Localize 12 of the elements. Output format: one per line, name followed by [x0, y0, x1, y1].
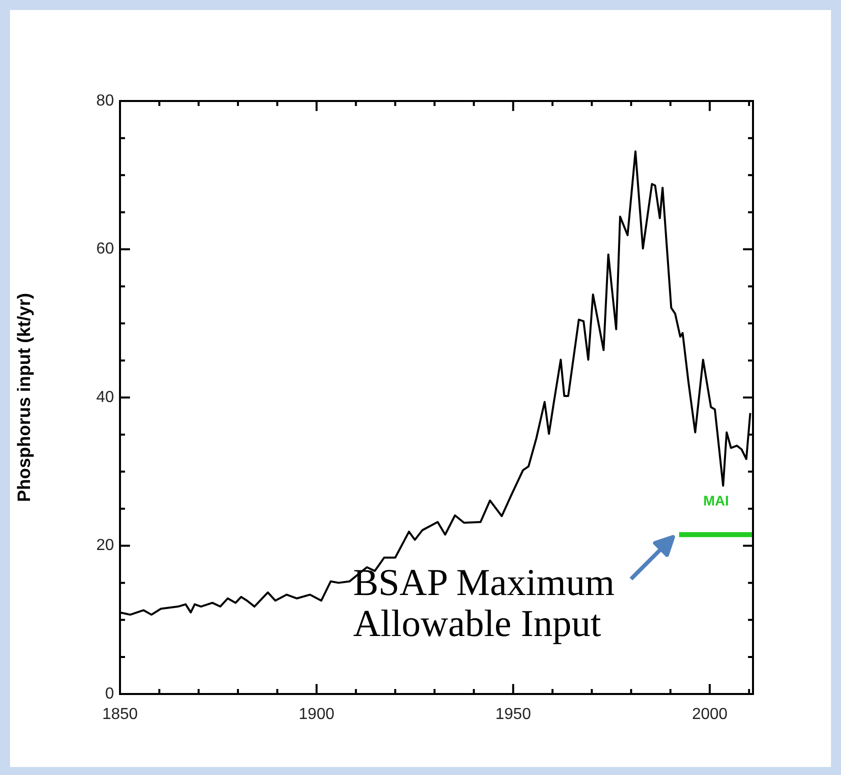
x-tick-label: 1850	[102, 706, 138, 724]
y-tick-label: 80	[96, 92, 114, 110]
y-tick-label: 40	[96, 388, 114, 406]
y-tick-label: 60	[96, 240, 114, 258]
series-label: MAI	[703, 492, 729, 508]
y-axis-title: Phosphorus input (kt/yr)	[14, 293, 34, 502]
x-tick-label: 1900	[298, 706, 334, 724]
y-tick-label: 0	[105, 685, 114, 702]
x-tick-label: 1950	[495, 706, 532, 724]
y-tick-label: 20	[96, 537, 114, 554]
annotation: BSAP Maximum Allowable Input	[353, 562, 616, 646]
x-tick-label: 2000	[692, 706, 728, 724]
